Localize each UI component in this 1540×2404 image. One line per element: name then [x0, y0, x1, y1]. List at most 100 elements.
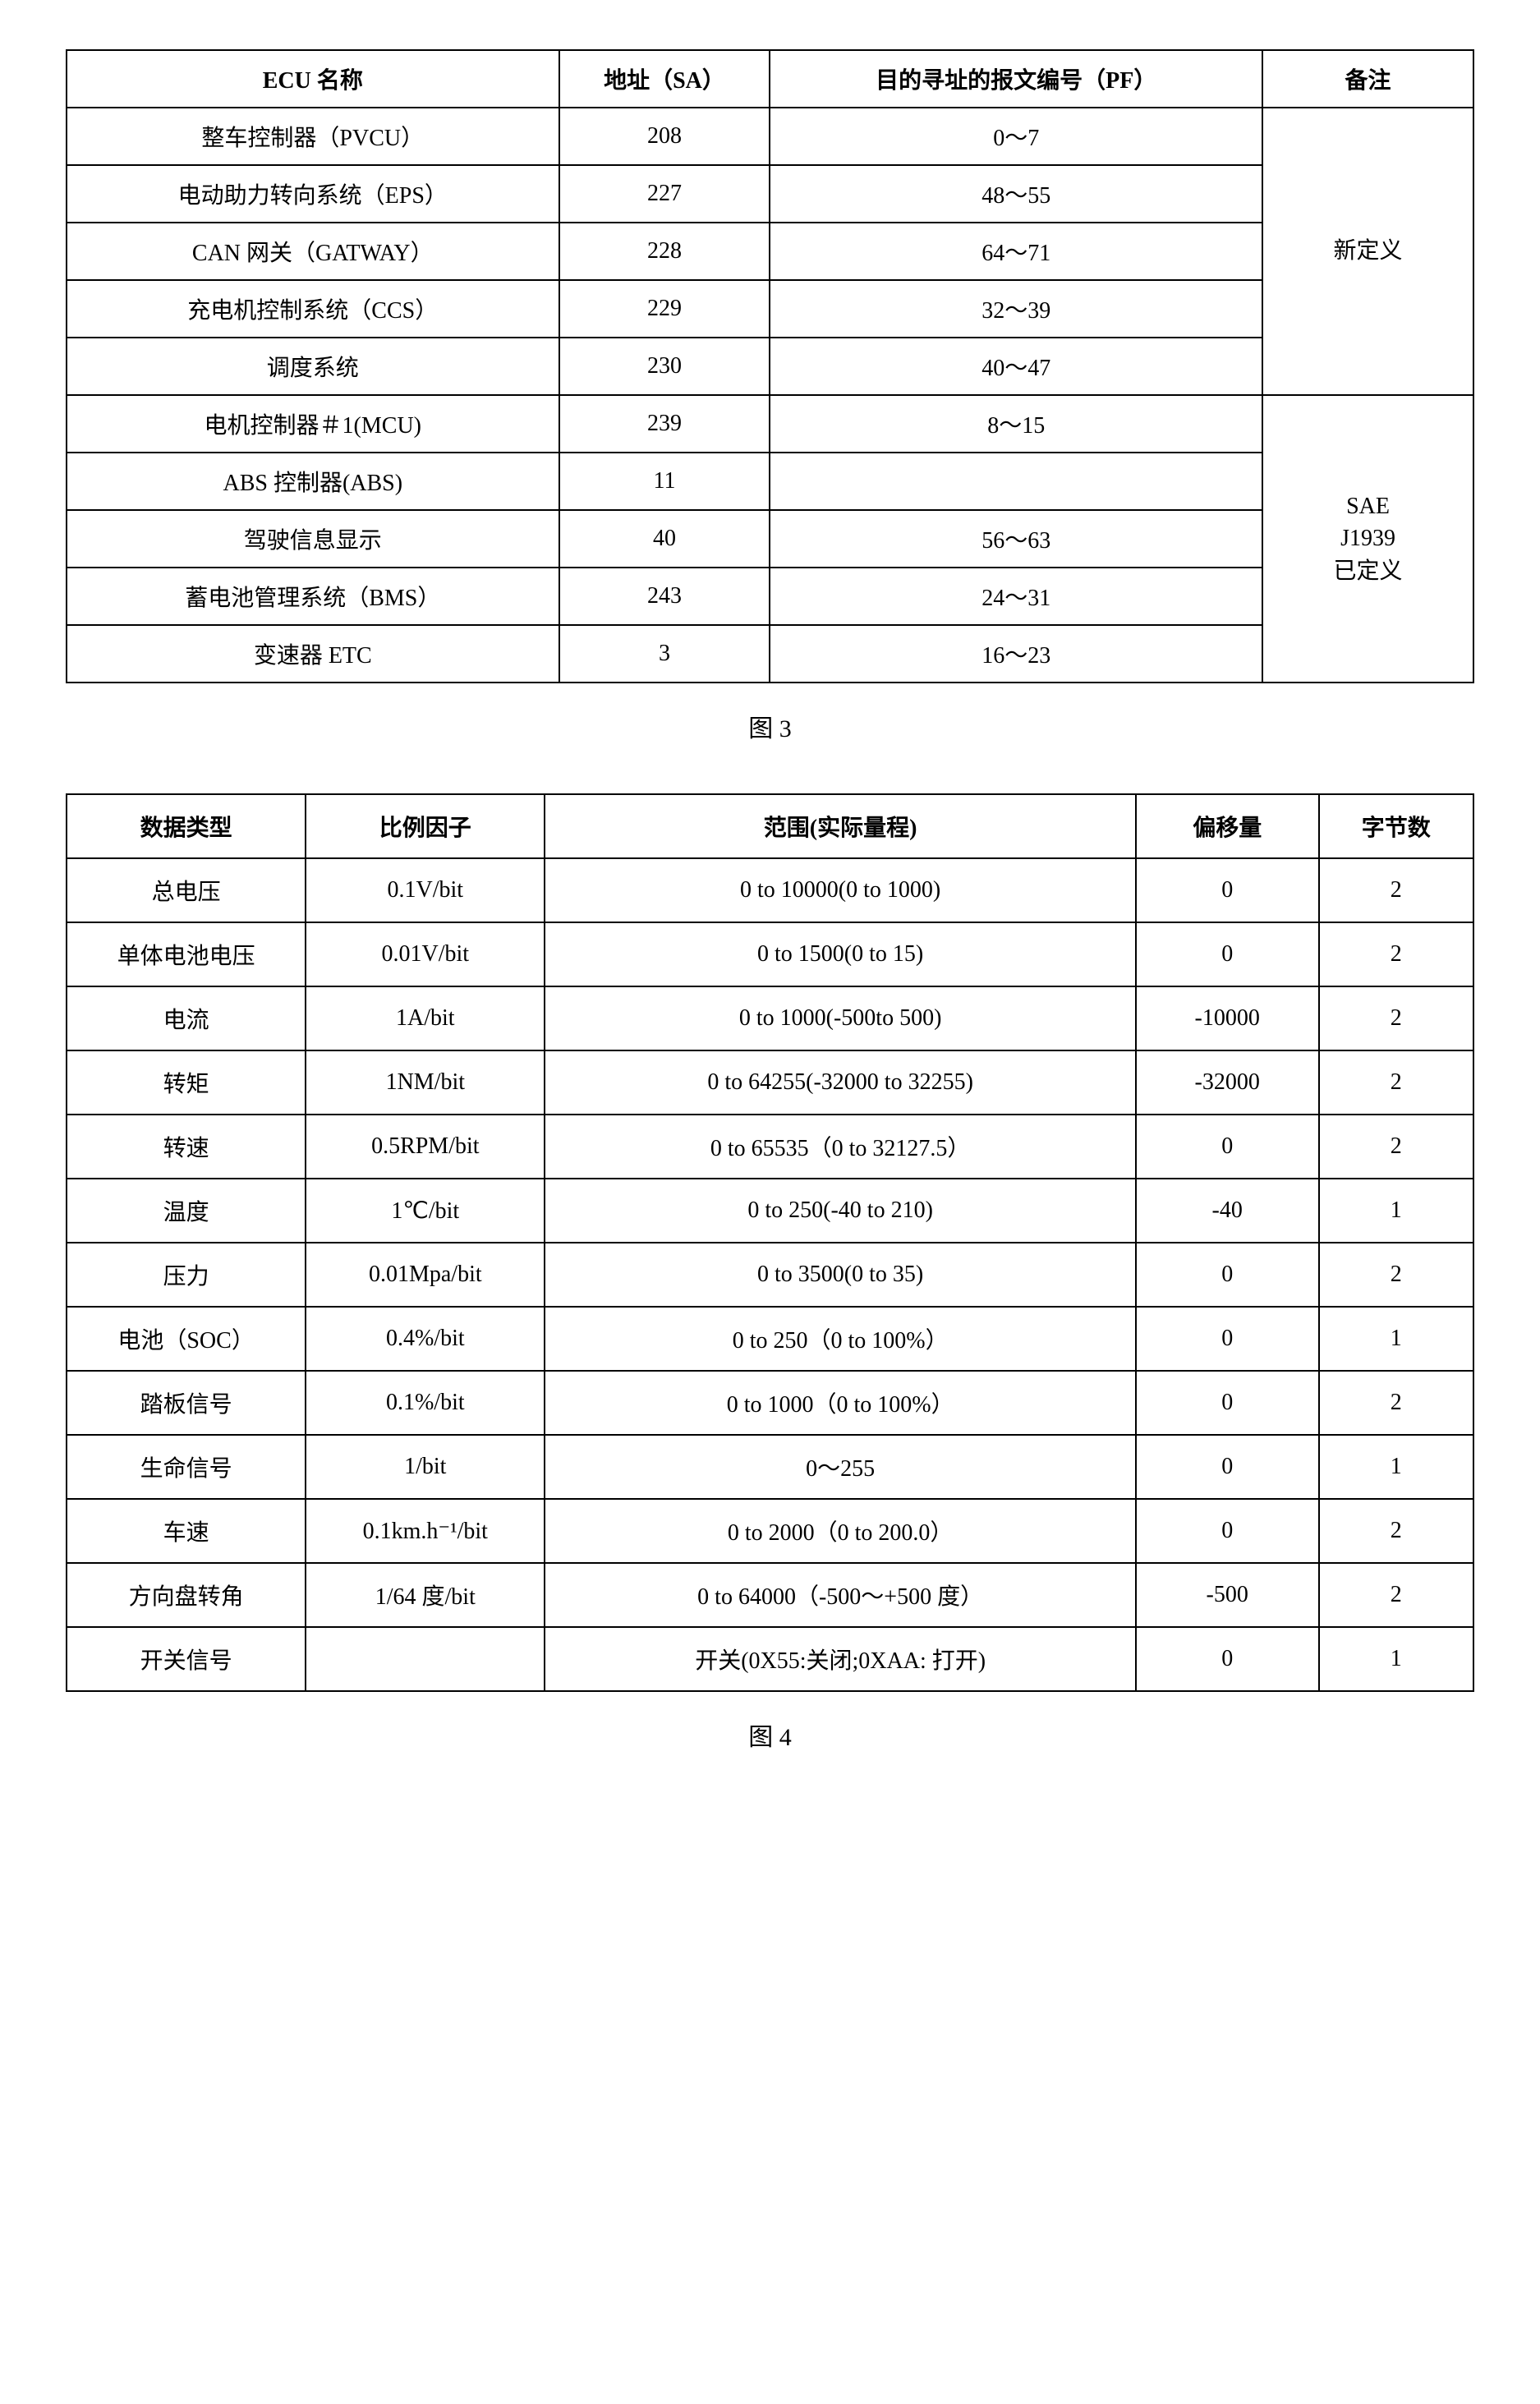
figure4-caption: 图 4 [66, 1717, 1474, 1753]
table-cell: 40～47 [770, 338, 1262, 395]
col-pf: 目的寻址的报文编号（PF） [770, 50, 1262, 108]
table-cell: 228 [559, 223, 770, 280]
table-cell: 蓄电池管理系统（BMS） [67, 568, 559, 625]
table-cell: 温度 [67, 1179, 306, 1243]
table-cell: 0 [1136, 922, 1319, 986]
table-cell: 229 [559, 280, 770, 338]
table-header-row: ECU 名称 地址（SA） 目的寻址的报文编号（PF） 备注 [67, 50, 1473, 108]
table-cell: 0.4%/bit [306, 1307, 545, 1371]
table-cell: 1/64 度/bit [306, 1563, 545, 1627]
table-cell: 0～7 [770, 108, 1262, 165]
table-cell: 8～15 [770, 395, 1262, 453]
table1-wrapper: ECU 名称 地址（SA） 目的寻址的报文编号（PF） 备注 整车控制器（PVC… [66, 49, 1474, 744]
table-cell: 0.5RPM/bit [306, 1115, 545, 1179]
table-cell: 0.01Mpa/bit [306, 1243, 545, 1307]
table-cell: 64～71 [770, 223, 1262, 280]
table-cell: 压力 [67, 1243, 306, 1307]
table-cell: 踏板信号 [67, 1371, 306, 1435]
table-cell: 变速器 ETC [67, 625, 559, 683]
table-row: 整车控制器（PVCU）2080～7新定义 [67, 108, 1473, 165]
table-cell: 243 [559, 568, 770, 625]
table-cell: 227 [559, 165, 770, 223]
table-cell: 0 to 250（0 to 100%） [545, 1307, 1135, 1371]
table-cell: 1A/bit [306, 986, 545, 1050]
table-cell: 驾驶信息显示 [67, 510, 559, 568]
table-cell: 电流 [67, 986, 306, 1050]
note-cell: 新定义 [1262, 108, 1473, 395]
table-cell: 11 [559, 453, 770, 510]
table-row: 电流1A/bit0 to 1000(-500to 500)-100002 [67, 986, 1473, 1050]
table2-wrapper: 数据类型 比例因子 范围(实际量程) 偏移量 字节数 总电压0.1V/bit0 … [66, 793, 1474, 1753]
table-row: 转速0.5RPM/bit0 to 65535（0 to 32127.5）02 [67, 1115, 1473, 1179]
table-cell: -500 [1136, 1563, 1319, 1627]
table-row: 车速0.1km.h⁻¹/bit0 to 2000（0 to 200.0）02 [67, 1499, 1473, 1563]
table-cell: 0.1%/bit [306, 1371, 545, 1435]
table-cell: 0 [1136, 1243, 1319, 1307]
table-row: 电机控制器＃1(MCU)2398～15SAEJ1939已定义 [67, 395, 1473, 453]
table-cell: 2 [1319, 1115, 1473, 1179]
table-cell: 生命信号 [67, 1435, 306, 1499]
table-cell: 1NM/bit [306, 1050, 545, 1115]
table-row: 生命信号1/bit0～25501 [67, 1435, 1473, 1499]
table-cell: 24～31 [770, 568, 1262, 625]
table-row: 单体电池电压0.01V/bit0 to 1500(0 to 15)02 [67, 922, 1473, 986]
table-cell: 1/bit [306, 1435, 545, 1499]
table-cell: 开关(0X55:关闭;0XAA: 打开) [545, 1627, 1135, 1691]
table-cell: 0 [1136, 858, 1319, 922]
table-cell: 239 [559, 395, 770, 453]
table-cell: 2 [1319, 986, 1473, 1050]
col-factor: 比例因子 [306, 794, 545, 858]
table-cell: 2 [1319, 858, 1473, 922]
table-cell: 电池（SOC） [67, 1307, 306, 1371]
table-cell: 0 to 64255(-32000 to 32255) [545, 1050, 1135, 1115]
table-cell: 0.01V/bit [306, 922, 545, 986]
table-cell [770, 453, 1262, 510]
col-bytes: 字节数 [1319, 794, 1473, 858]
table-cell: 0 to 1000(-500to 500) [545, 986, 1135, 1050]
table-cell: 56～63 [770, 510, 1262, 568]
table-cell: 0 to 64000（-500～+500 度） [545, 1563, 1135, 1627]
table-cell: 0 [1136, 1499, 1319, 1563]
table-cell: 方向盘转角 [67, 1563, 306, 1627]
table-cell: 2 [1319, 922, 1473, 986]
table-row: 电池（SOC）0.4%/bit0 to 250（0 to 100%）01 [67, 1307, 1473, 1371]
table-cell: 1℃/bit [306, 1179, 545, 1243]
table-cell: 0 to 2000（0 to 200.0） [545, 1499, 1135, 1563]
col-range: 范围(实际量程) [545, 794, 1135, 858]
table-cell: 0 [1136, 1627, 1319, 1691]
table-cell: 1 [1319, 1307, 1473, 1371]
col-address: 地址（SA） [559, 50, 770, 108]
col-ecu-name: ECU 名称 [67, 50, 559, 108]
table-cell: 0 to 10000(0 to 1000) [545, 858, 1135, 922]
table-cell: 电动助力转向系统（EPS） [67, 165, 559, 223]
table-cell: 0 to 250(-40 to 210) [545, 1179, 1135, 1243]
table-cell: 0 to 3500(0 to 35) [545, 1243, 1135, 1307]
table-cell: 1 [1319, 1435, 1473, 1499]
table-cell: 2 [1319, 1050, 1473, 1115]
table-cell: 48～55 [770, 165, 1262, 223]
table-cell: 16～23 [770, 625, 1262, 683]
table-cell: -10000 [1136, 986, 1319, 1050]
table-row: 总电压0.1V/bit0 to 10000(0 to 1000)02 [67, 858, 1473, 922]
table-cell: 开关信号 [67, 1627, 306, 1691]
col-note: 备注 [1262, 50, 1473, 108]
table-cell: 单体电池电压 [67, 922, 306, 986]
ecu-table: ECU 名称 地址（SA） 目的寻址的报文编号（PF） 备注 整车控制器（PVC… [66, 49, 1474, 683]
table-cell: -40 [1136, 1179, 1319, 1243]
table-cell: 0 [1136, 1307, 1319, 1371]
col-offset: 偏移量 [1136, 794, 1319, 858]
table-cell: 0 [1136, 1435, 1319, 1499]
table-cell: 208 [559, 108, 770, 165]
table-cell: 2 [1319, 1499, 1473, 1563]
table-cell: 充电机控制系统（CCS） [67, 280, 559, 338]
table-cell: CAN 网关（GATWAY） [67, 223, 559, 280]
table-cell: 转矩 [67, 1050, 306, 1115]
table-row: 压力0.01Mpa/bit0 to 3500(0 to 35)02 [67, 1243, 1473, 1307]
table-cell: 0 [1136, 1115, 1319, 1179]
table-cell: 2 [1319, 1563, 1473, 1627]
table-cell: 调度系统 [67, 338, 559, 395]
table-cell: 3 [559, 625, 770, 683]
table-cell: 1 [1319, 1179, 1473, 1243]
col-data-type: 数据类型 [67, 794, 306, 858]
table-cell: 2 [1319, 1371, 1473, 1435]
